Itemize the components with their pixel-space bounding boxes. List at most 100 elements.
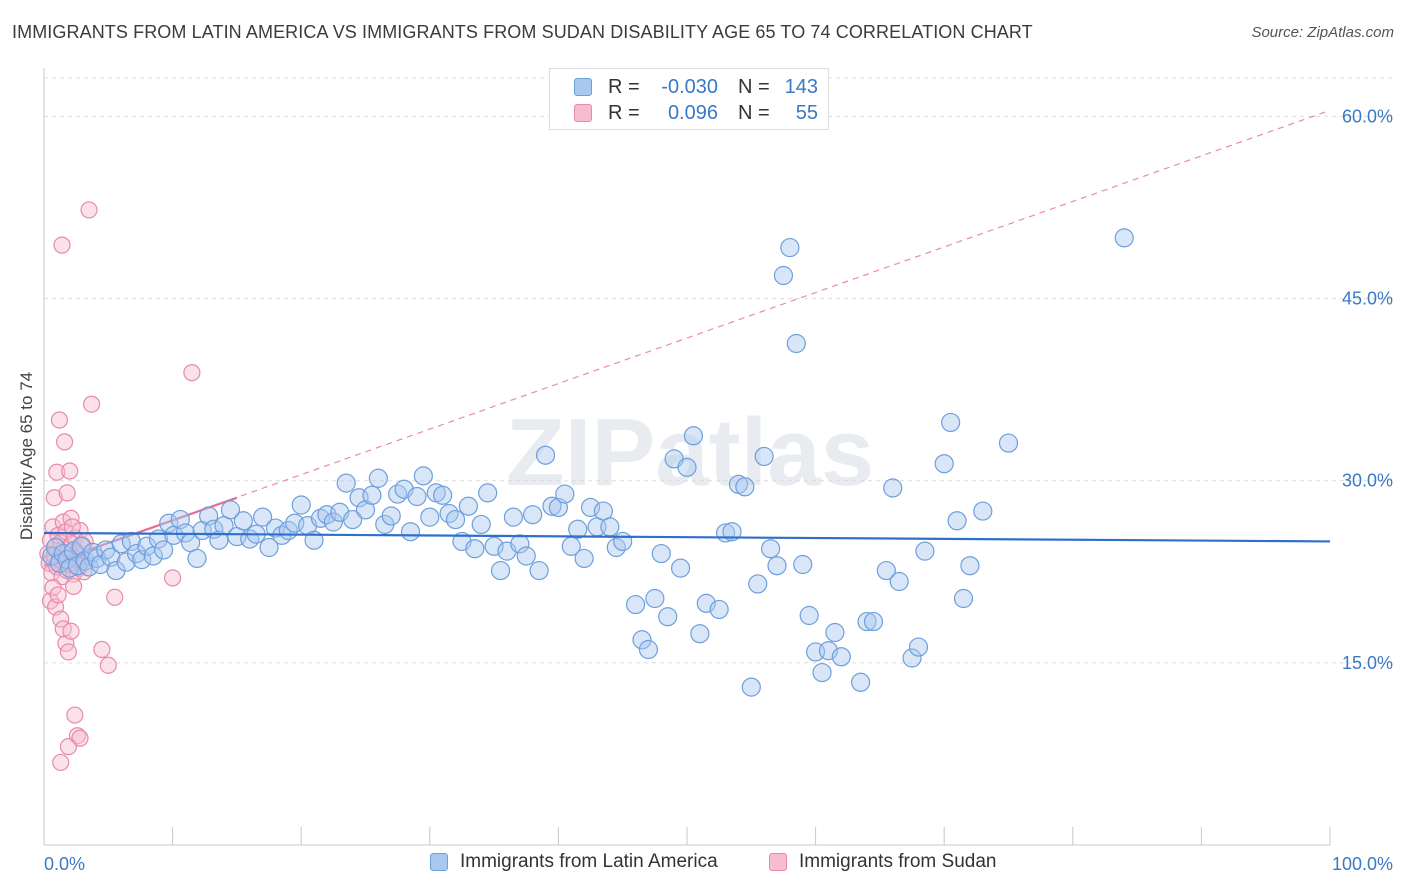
data-point bbox=[45, 537, 66, 558]
data-point bbox=[484, 536, 504, 556]
data-point bbox=[677, 457, 697, 477]
data-point bbox=[773, 265, 794, 286]
data-point bbox=[941, 412, 961, 433]
data-point bbox=[600, 517, 620, 537]
data-point bbox=[651, 543, 671, 564]
data-point bbox=[253, 507, 273, 527]
legend-label-latin-america: Immigrants from Latin America bbox=[460, 851, 718, 872]
data-point bbox=[362, 485, 382, 505]
data-point bbox=[58, 484, 76, 502]
data-point bbox=[857, 611, 877, 632]
data-point bbox=[433, 485, 453, 505]
data-point bbox=[82, 395, 101, 413]
data-point bbox=[291, 495, 311, 515]
data-point bbox=[793, 554, 813, 575]
stats-swatch-sudan bbox=[574, 104, 592, 122]
data-point bbox=[465, 539, 485, 559]
data-point bbox=[164, 569, 182, 587]
data-point bbox=[529, 560, 549, 581]
data-point bbox=[741, 677, 761, 697]
data-point bbox=[780, 237, 800, 258]
data-point bbox=[613, 531, 633, 552]
data-point bbox=[220, 500, 241, 520]
data-point bbox=[825, 622, 845, 643]
data-point bbox=[632, 630, 652, 650]
data-point bbox=[535, 445, 556, 465]
x-tick-label: 100.0% bbox=[1332, 854, 1393, 874]
data-point bbox=[209, 530, 229, 550]
data-point bbox=[62, 622, 80, 640]
data-point bbox=[93, 640, 111, 659]
stats-n-label: N = bbox=[738, 101, 770, 124]
legend-label-sudan: Immigrants from Sudan bbox=[799, 851, 997, 872]
gridlines bbox=[44, 77, 1395, 664]
x-tick-label: 0.0% bbox=[44, 854, 85, 874]
data-point bbox=[381, 506, 401, 526]
stats-n-value: 55 bbox=[795, 101, 818, 124]
stats-r-label: R = bbox=[608, 101, 640, 124]
data-point bbox=[638, 639, 659, 660]
data-point bbox=[555, 484, 575, 504]
legend-item-sudan: Immigrants from Sudan bbox=[769, 851, 996, 873]
data-point bbox=[66, 706, 84, 724]
data-point bbox=[670, 558, 691, 578]
data-point bbox=[973, 501, 993, 521]
trend-line-latin-america bbox=[43, 531, 1331, 543]
stats-r-label: R = bbox=[608, 75, 640, 98]
data-point bbox=[568, 519, 588, 539]
source-label: Source: ZipAtlas.com bbox=[1251, 24, 1394, 41]
data-point bbox=[126, 543, 147, 564]
data-point bbox=[851, 672, 871, 692]
data-point bbox=[59, 738, 78, 756]
legend-swatch-latin-america bbox=[430, 853, 448, 871]
data-point bbox=[831, 647, 851, 667]
data-point bbox=[80, 201, 98, 219]
data-point bbox=[49, 586, 67, 604]
data-point bbox=[503, 507, 523, 527]
trend-line-sudan-extended bbox=[43, 109, 1331, 567]
y-tick-label: 30.0% bbox=[1342, 471, 1393, 491]
data-point bbox=[99, 656, 117, 674]
data-point bbox=[61, 462, 79, 480]
data-point bbox=[471, 514, 491, 535]
data-point bbox=[934, 454, 954, 474]
data-point bbox=[915, 541, 935, 561]
data-point bbox=[59, 643, 78, 661]
data-point bbox=[863, 611, 884, 632]
stats-n-label: N = bbox=[738, 75, 770, 98]
data-point bbox=[998, 433, 1019, 453]
data-point bbox=[48, 463, 66, 481]
data-point bbox=[516, 546, 536, 566]
watermark: ZIPatlas bbox=[506, 399, 874, 506]
legend-swatch-sudan bbox=[769, 853, 787, 871]
tick-labels: 15.0% 30.0% 45.0% 60.0% 0.0% 100.0% bbox=[44, 106, 1393, 874]
data-point bbox=[407, 486, 427, 507]
data-point bbox=[478, 483, 498, 503]
data-point bbox=[64, 577, 83, 595]
series-latin-america bbox=[42, 228, 1331, 697]
data-point bbox=[323, 512, 343, 532]
data-point bbox=[947, 511, 967, 531]
data-point bbox=[153, 540, 174, 560]
data-point bbox=[690, 624, 710, 644]
data-point bbox=[902, 648, 922, 668]
stats-r-value: -0.030 bbox=[661, 75, 718, 98]
data-point bbox=[458, 496, 478, 516]
data-point bbox=[183, 364, 201, 382]
data-point bbox=[883, 478, 903, 498]
series-sudan bbox=[39, 201, 201, 772]
data-point bbox=[420, 507, 440, 527]
data-point bbox=[760, 539, 781, 559]
data-point bbox=[52, 610, 70, 628]
data-point bbox=[53, 236, 71, 254]
data-point bbox=[960, 556, 980, 576]
data-point bbox=[953, 588, 974, 609]
y-axis-label: Disability Age 65 to 74 bbox=[17, 372, 36, 540]
data-point bbox=[889, 571, 909, 592]
stats-legend: R = -0.030 N = 143 R = 0.096 N = 55 bbox=[549, 68, 829, 130]
data-point bbox=[106, 588, 124, 606]
data-point bbox=[368, 468, 388, 488]
data-point bbox=[799, 605, 819, 626]
data-point bbox=[413, 466, 433, 486]
stats-row-sudan: R = 0.096 N = 55 bbox=[574, 100, 818, 126]
